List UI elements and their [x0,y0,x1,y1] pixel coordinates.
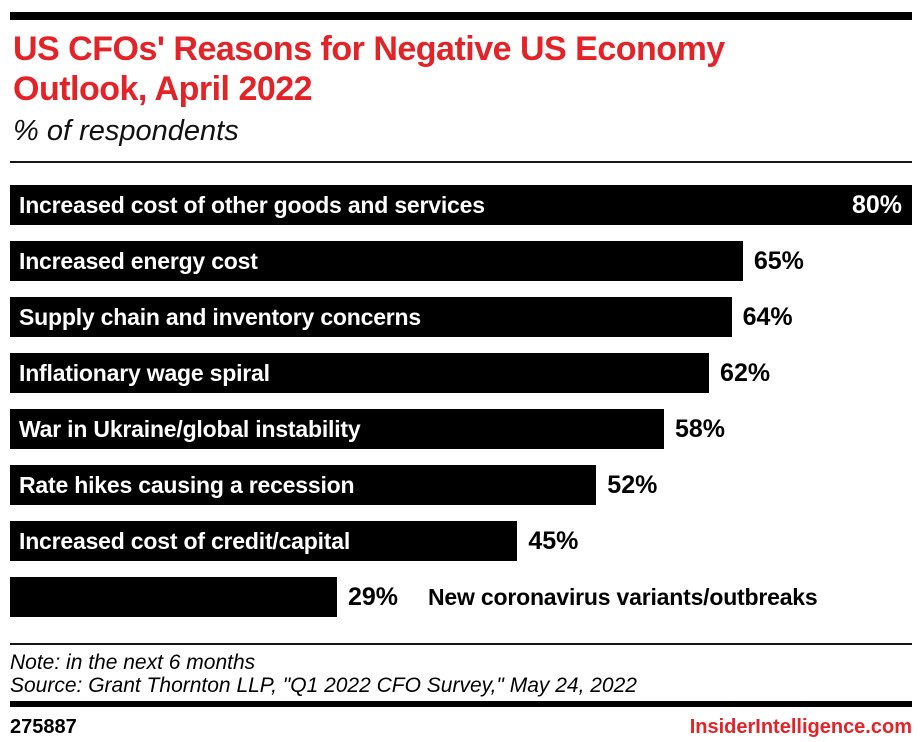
bar: Increased energy cost [10,241,743,281]
bar-value-label: 45% [528,526,579,555]
bar-row: Increased cost of credit/capital 45% [10,521,912,561]
bar-category-label: Increased cost of credit/capital [19,527,351,554]
chart-source: Source: Grant Thornton LLP, "Q1 2022 CFO… [10,674,637,697]
bar-category-label: Increased cost of other goods and servic… [19,191,485,218]
bar-value-label: 64% [742,302,793,331]
site-link[interactable]: InsiderIntelligence.com [689,716,912,738]
bar-value-label: 52% [607,470,658,499]
footer-row: 275887 InsiderIntelligence.com [10,716,912,739]
bar-row: Supply chain and inventory concerns 64% [10,297,912,337]
bar-category-label: Supply chain and inventory concerns [19,303,421,330]
bar-value-label: 65% [753,246,804,275]
chart-title: US CFOs' Reasons for Negative US Economy… [13,29,909,109]
bar-row: War in Ukraine/global instability 58% [10,409,912,449]
bottom-rule [10,701,912,707]
bar-category-label: Rate hikes causing a recession [19,471,355,498]
chart-note: Note: in the next 6 months [10,651,256,674]
divider-under-subtitle [10,161,912,163]
bar-category-label: Increased energy cost [19,247,258,274]
bar-category-label: New coronavirus variants/outbreaks [428,583,818,610]
bar-category-label: War in Ukraine/global instability [19,415,361,442]
chart-title-line-2: Outlook, April 2022 [13,70,313,108]
bar-value-label: 80% [851,190,902,219]
bar: War in Ukraine/global instability [10,409,664,449]
bar-value-label: 62% [720,358,771,387]
bar: Increased cost of other goods and servic… [10,185,912,225]
chart-title-line-1: US CFOs' Reasons for Negative US Economy [13,30,725,68]
bar: Inflationary wage spiral [10,353,710,393]
bar-row: Increased cost of other goods and servic… [10,185,912,225]
bar-row: Rate hikes causing a recession 52% [10,465,912,505]
bar-row: 29% New coronavirus variants/outbreaks [10,577,912,617]
bar-row: Increased energy cost 65% [10,241,912,281]
bar-value-label: 29% [347,582,399,611]
divider-above-note [10,643,912,645]
bar-category-label: Inflationary wage spiral [19,359,270,386]
chart-subtitle: % of respondents [13,115,239,147]
bar [10,577,337,617]
bar: Increased cost of credit/capital [10,521,518,561]
bar: Rate hikes causing a recession [10,465,597,505]
note-block: Note: in the next 6 months Source: Grant… [10,651,912,697]
bar: Supply chain and inventory concerns [10,297,732,337]
top-rule [10,12,912,20]
bar-value-label: 58% [674,414,725,443]
bar-chart: Increased cost of other goods and servic… [10,185,912,617]
bar-row: Inflationary wage spiral 62% [10,353,912,393]
chart-id: 275887 [10,716,77,738]
